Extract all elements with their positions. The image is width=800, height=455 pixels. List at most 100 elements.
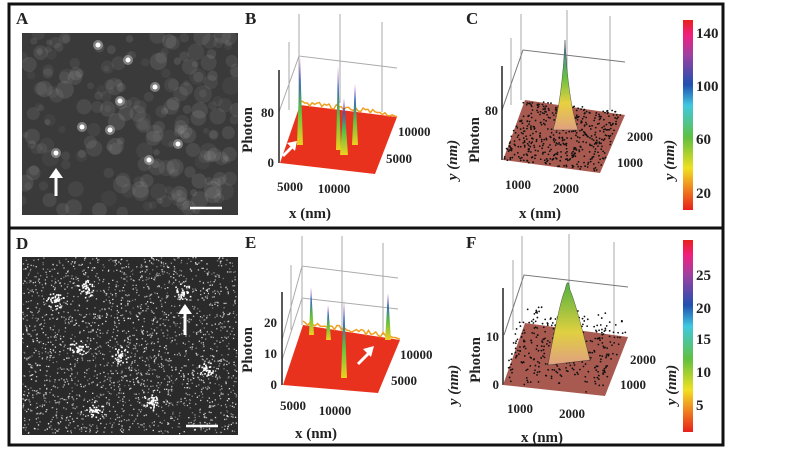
data-point bbox=[606, 347, 609, 350]
data-point bbox=[538, 370, 541, 373]
data-point bbox=[608, 137, 611, 140]
data-point bbox=[535, 336, 538, 339]
z-tick: 10 bbox=[264, 346, 277, 361]
data-point bbox=[516, 127, 519, 129]
data-point bbox=[560, 150, 562, 153]
data-point bbox=[541, 322, 544, 325]
data-point bbox=[530, 339, 533, 342]
z-tick: 10 bbox=[486, 329, 499, 344]
z-tick: 0 bbox=[268, 155, 275, 170]
data-point bbox=[525, 138, 528, 140]
colorbar-tick: 5 bbox=[696, 398, 704, 414]
data-point bbox=[532, 318, 535, 321]
data-point bbox=[593, 169, 596, 172]
data-point bbox=[523, 355, 526, 357]
data-point bbox=[573, 152, 576, 155]
data-point bbox=[598, 329, 601, 332]
data-point bbox=[599, 324, 602, 326]
fit-peak bbox=[552, 39, 579, 131]
data-point bbox=[604, 327, 607, 330]
data-point bbox=[546, 322, 549, 324]
data-point bbox=[536, 109, 538, 112]
data-point bbox=[565, 367, 567, 369]
data-point bbox=[533, 127, 536, 130]
data-point bbox=[598, 113, 600, 116]
data-point bbox=[526, 368, 529, 371]
data-point bbox=[583, 315, 586, 318]
data-point bbox=[529, 381, 532, 384]
data-point bbox=[603, 346, 605, 349]
data-point bbox=[541, 340, 543, 342]
data-point bbox=[514, 351, 517, 354]
data-point bbox=[528, 321, 531, 324]
data-point bbox=[565, 142, 568, 145]
data-point bbox=[509, 158, 512, 161]
data-point bbox=[617, 331, 620, 334]
data-point bbox=[510, 149, 513, 152]
data-point bbox=[536, 360, 539, 363]
data-point bbox=[613, 341, 616, 344]
data-point bbox=[534, 364, 537, 367]
data-point bbox=[551, 322, 554, 324]
data-point bbox=[550, 131, 553, 134]
data-point bbox=[602, 139, 605, 142]
data-point bbox=[589, 158, 592, 161]
data-point bbox=[593, 153, 596, 155]
z-axis-label: Photon bbox=[240, 106, 256, 153]
data-point bbox=[549, 136, 552, 139]
data-point bbox=[565, 147, 568, 150]
data-point bbox=[546, 113, 549, 116]
data-point bbox=[547, 153, 550, 156]
data-point bbox=[530, 125, 532, 127]
data-point bbox=[597, 151, 599, 154]
colorbar-tick: 25 bbox=[696, 268, 711, 284]
data-point bbox=[547, 340, 549, 342]
data-point bbox=[611, 344, 613, 347]
data-point bbox=[541, 112, 544, 114]
data-point bbox=[584, 165, 586, 167]
data-point bbox=[525, 103, 528, 106]
data-point bbox=[576, 163, 578, 166]
data-point bbox=[556, 365, 559, 367]
data-point bbox=[601, 328, 603, 331]
data-point bbox=[529, 365, 532, 367]
data-point bbox=[526, 102, 529, 104]
data-point bbox=[529, 126, 532, 129]
data-point bbox=[588, 111, 591, 114]
y-axis-label: y (nm) bbox=[445, 140, 461, 182]
x-axis-label: x (nm) bbox=[289, 206, 331, 222]
data-point bbox=[595, 142, 598, 145]
data-point bbox=[592, 163, 595, 165]
x-tick: 1000 bbox=[507, 401, 533, 416]
data-point bbox=[542, 108, 545, 111]
data-point bbox=[553, 369, 556, 371]
z-tick: 20 bbox=[264, 315, 277, 330]
z-tick: 80 bbox=[261, 105, 274, 120]
data-point bbox=[553, 137, 555, 140]
data-point bbox=[602, 130, 605, 133]
data-point bbox=[519, 346, 521, 348]
data-point bbox=[534, 119, 537, 122]
data-point bbox=[586, 166, 589, 168]
data-point bbox=[608, 115, 610, 118]
data-point bbox=[539, 136, 541, 138]
data-point bbox=[592, 146, 595, 148]
data-point bbox=[536, 374, 538, 376]
data-point bbox=[544, 108, 546, 111]
data-point bbox=[609, 134, 612, 137]
data-point bbox=[525, 369, 528, 372]
data-point bbox=[609, 143, 612, 146]
data-point bbox=[579, 145, 582, 148]
data-point bbox=[522, 115, 525, 118]
data-point bbox=[602, 384, 605, 387]
data-point bbox=[606, 375, 609, 378]
surface bbox=[283, 325, 400, 393]
data-point bbox=[511, 156, 514, 159]
x-axis-label: x (nm) bbox=[519, 206, 561, 222]
data-point bbox=[612, 331, 615, 334]
data-point bbox=[562, 139, 564, 141]
data-point bbox=[605, 129, 608, 131]
data-point bbox=[543, 356, 546, 359]
data-point bbox=[572, 150, 574, 153]
data-point bbox=[585, 116, 588, 119]
